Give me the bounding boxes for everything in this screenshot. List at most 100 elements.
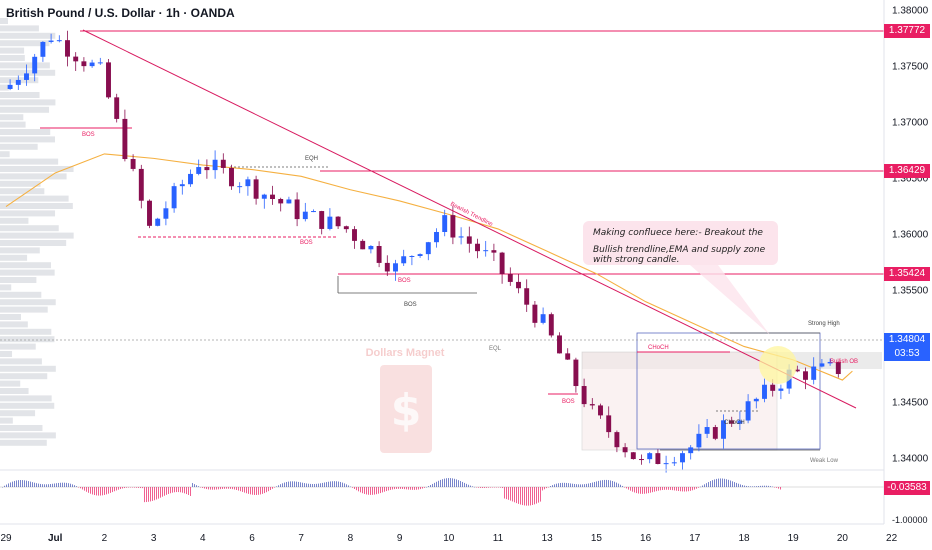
oscillator-bar <box>154 487 155 501</box>
current-price-tag: 1.34804 <box>884 333 930 347</box>
x-tick-label: 20 <box>837 533 849 544</box>
volume-profile-bar <box>0 262 51 269</box>
candle-body <box>204 167 210 171</box>
candle-body <box>352 229 357 241</box>
oscillator-bar <box>764 485 765 487</box>
oscillator-bar <box>674 487 675 491</box>
oscillator-bar <box>480 487 481 488</box>
oscillator-bar <box>314 483 315 487</box>
oscillator-bar <box>362 487 363 494</box>
oscillator-bar <box>2 487 3 488</box>
volume-profile-bar <box>0 225 59 232</box>
candle-body <box>253 179 259 199</box>
volume-profile-bar <box>0 114 24 121</box>
oscillator-bar <box>250 487 251 495</box>
oscillator-bar <box>466 483 467 487</box>
oscillator-bar <box>82 487 83 490</box>
oscillator-bar <box>506 487 507 500</box>
oscillator-bar <box>472 486 473 487</box>
candle-body <box>155 218 161 226</box>
candle-body <box>581 386 587 405</box>
volume-profile-bar <box>0 40 50 47</box>
oscillator-bar <box>686 487 687 492</box>
oscillator-bar <box>92 487 93 495</box>
oscillator-bar <box>548 487 549 488</box>
oscillator-bar <box>64 482 65 487</box>
oscillator-bar <box>298 481 299 487</box>
oscillator-bar <box>590 483 591 487</box>
oscillator-bar <box>588 483 589 487</box>
volume-profile-bar <box>0 217 29 224</box>
candle-body <box>237 186 243 188</box>
volume-profile-bar <box>0 106 50 113</box>
candle-body <box>368 246 374 250</box>
x-tick-label: 13 <box>542 533 554 544</box>
candle-body <box>499 252 505 274</box>
chart-title: British Pound / U.S. Dollar · 1h · OANDA <box>6 6 235 20</box>
candle-body <box>163 208 169 219</box>
volume-profile-bar <box>0 92 40 98</box>
note-line-1: Making confluece here:- Breakout the <box>593 228 763 238</box>
oscillator-bar <box>268 487 269 492</box>
oscillator-bar <box>24 480 25 487</box>
oscillator-bar <box>530 487 531 506</box>
candle-body <box>179 184 185 187</box>
oscillator-bar <box>328 481 329 487</box>
candle-body <box>729 420 735 424</box>
x-tick-label: 2 <box>102 533 108 544</box>
x-tick-label: 4 <box>200 533 206 544</box>
oscillator-bar <box>210 487 211 490</box>
y-tick-label: 1.34000 <box>892 453 929 464</box>
oscillator-bar <box>282 483 283 487</box>
oscillator-bar <box>56 483 57 487</box>
watermark-logo <box>380 365 432 453</box>
candle-body <box>466 236 472 244</box>
oscillator-bar <box>236 487 237 490</box>
candle-body <box>753 398 759 402</box>
oscillator-bar <box>156 487 157 500</box>
oscillator-bar <box>542 487 543 491</box>
candle-body <box>73 56 79 62</box>
oscillator-bar <box>462 481 463 487</box>
candle-body <box>122 118 128 160</box>
volume-profile-bar <box>0 402 55 409</box>
volume-profile-bar <box>0 32 56 39</box>
oscillator-bar <box>152 487 153 501</box>
oscillator-bar <box>344 483 345 487</box>
x-axis: 29Jul23467891011131516171819202223 <box>0 533 897 544</box>
oscillator-bar <box>526 487 527 506</box>
oscillator-bar <box>494 487 495 488</box>
oscillator-bar <box>402 487 403 489</box>
volume-profile-bar <box>0 173 67 180</box>
oscillator-bar <box>292 481 293 487</box>
oscillator-bar <box>38 483 39 487</box>
candle-body <box>261 194 267 199</box>
candle-body <box>745 401 751 421</box>
oscillator-bar <box>88 487 89 493</box>
bearish-trendline[interactable] <box>82 29 857 409</box>
volume-profile-bar <box>0 269 55 276</box>
oscillator-bar <box>406 487 407 490</box>
oscillator-bar <box>380 487 381 494</box>
oscillator-bar <box>474 486 475 488</box>
oscillator-bar <box>266 487 267 493</box>
oscillator-bar <box>468 484 469 487</box>
oscillator-bar <box>690 487 691 491</box>
oscillator-bar <box>744 485 745 487</box>
oscillator-bar <box>126 487 127 488</box>
oscillator-bar <box>600 480 601 487</box>
oscillator-bar <box>668 487 669 490</box>
oscillator-bar <box>712 480 713 487</box>
oscillator-bar <box>224 487 225 489</box>
volume-profile-bar <box>0 203 73 209</box>
oscillator-bar <box>28 481 29 487</box>
oscillator-bar <box>102 487 103 496</box>
oscillator-bar <box>84 487 85 491</box>
candle-body <box>311 211 316 213</box>
oscillator-bar <box>486 487 487 488</box>
oscillator-bar <box>422 487 423 489</box>
oscillator-bar <box>636 487 637 494</box>
oscillator-bar <box>376 487 377 495</box>
oscillator-bar <box>230 487 231 489</box>
